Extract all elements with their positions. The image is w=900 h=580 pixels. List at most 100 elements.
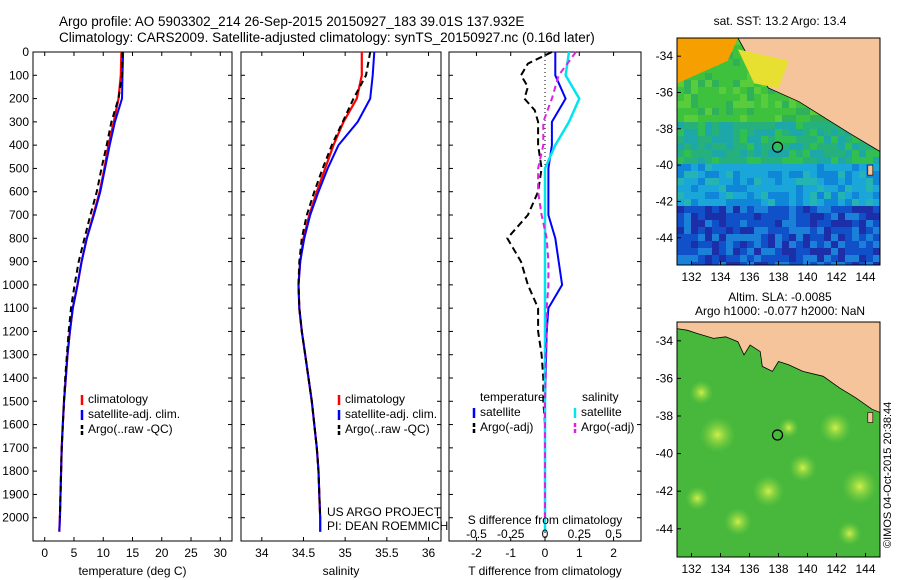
sst-cell [796,108,803,115]
sst-cell [796,150,803,157]
difference-legend-temp-heading: temperature [480,390,545,404]
sst-cell [761,122,768,129]
sst-cell [817,227,824,234]
sst-cell [824,227,831,234]
sst-cell [754,234,761,241]
sst-cell [726,164,733,171]
sst-cell [866,213,873,220]
sst-cell [761,206,768,213]
sst-cell [705,94,712,101]
sst-cell [719,206,726,213]
sst-cell [719,248,726,255]
sst-cell [726,185,733,192]
sst-cell [719,157,726,164]
sst-cell [796,213,803,220]
sst_map-xtick-label: 144 [855,270,875,284]
sst-cell [733,262,740,265]
sst-cell [796,220,803,227]
sst-cell [747,87,754,94]
difference-legend-label: Argo(-adj) [480,420,533,434]
sst-cell [782,101,789,108]
sst-cell [803,185,810,192]
sst-cell [754,241,761,248]
sst-cell [698,262,705,265]
sst-cell [754,262,761,265]
sst-title: sat. SST: 13.2 Argo: 13.4 [714,14,847,28]
sla_map-xtick-label: 132 [681,562,701,576]
sst-cell [768,136,775,143]
sst-cell [698,171,705,178]
difference-top-tick-label: 0 [542,527,549,541]
sst-cell [768,150,775,157]
sst-cell [852,178,859,185]
sst-cell [768,220,775,227]
sst-cell [866,234,873,241]
sst-cell [810,143,817,150]
sst-cell [831,213,838,220]
sst-cell [684,108,691,115]
sla-title-1: Altim. SLA: -0.0085 [728,290,832,304]
sst-cell [768,171,775,178]
sst-cell [782,227,789,234]
sst-cell [775,108,782,115]
difference-legend-sal-heading: salinity [582,390,619,404]
title-line-2: Climatology: CARS2009. Satellite-adjuste… [59,30,595,45]
sst-cell [712,234,719,241]
sst-cell [747,241,754,248]
sst-cell [754,199,761,206]
sst-cell [810,185,817,192]
sst-cell [873,164,880,171]
sst-cell [782,157,789,164]
sst-cell [796,199,803,206]
sst-cell [698,213,705,220]
sst-cell [761,136,768,143]
sst-cell [761,94,768,101]
sst-cell [733,255,740,262]
sst-cell [761,199,768,206]
sst-cell [852,143,859,150]
depth-tick-label: 1900 [2,487,29,501]
difference-top-tick-label: -0.5 [466,527,487,541]
sst-cell [691,241,698,248]
sst-cell [740,262,747,265]
sst-cell [789,136,796,143]
sst-cell [691,129,698,136]
sla-anomaly-blob [837,521,862,546]
sst-cell [677,192,684,199]
sst-cell [852,220,859,227]
sst-cell [726,108,733,115]
sst-cell [691,220,698,227]
sst-cell [775,94,782,101]
sst-cell [810,171,817,178]
sst-cell [789,227,796,234]
sst-cell [684,192,691,199]
sst-cell [782,143,789,150]
sst-cell [775,129,782,136]
sst_map-ytick-label: -38 [656,122,674,136]
sst-cell [789,255,796,262]
sst-cell [719,192,726,199]
sst-cell [768,248,775,255]
sst-cell [705,66,712,73]
sst-cell [796,262,803,265]
sst-cell [789,157,796,164]
sst-cell [775,213,782,220]
sst-cell [866,220,873,227]
sst-cell [712,248,719,255]
sst-cell [726,136,733,143]
sst-cell [712,143,719,150]
sst-cell [873,213,880,220]
sst-cell [782,164,789,171]
sst-cell [691,87,698,94]
sst-cell [747,101,754,108]
sst-cell [719,234,726,241]
sst-cell [775,234,782,241]
sla_map-map-area [677,322,880,557]
sst_map-xtick-label: 134 [710,270,730,284]
sst-cell [677,143,684,150]
sst-cell [691,122,698,129]
sst-cell [698,255,705,262]
sst-cell [824,136,831,143]
sst-cell [831,199,838,206]
sst-cell [761,255,768,262]
